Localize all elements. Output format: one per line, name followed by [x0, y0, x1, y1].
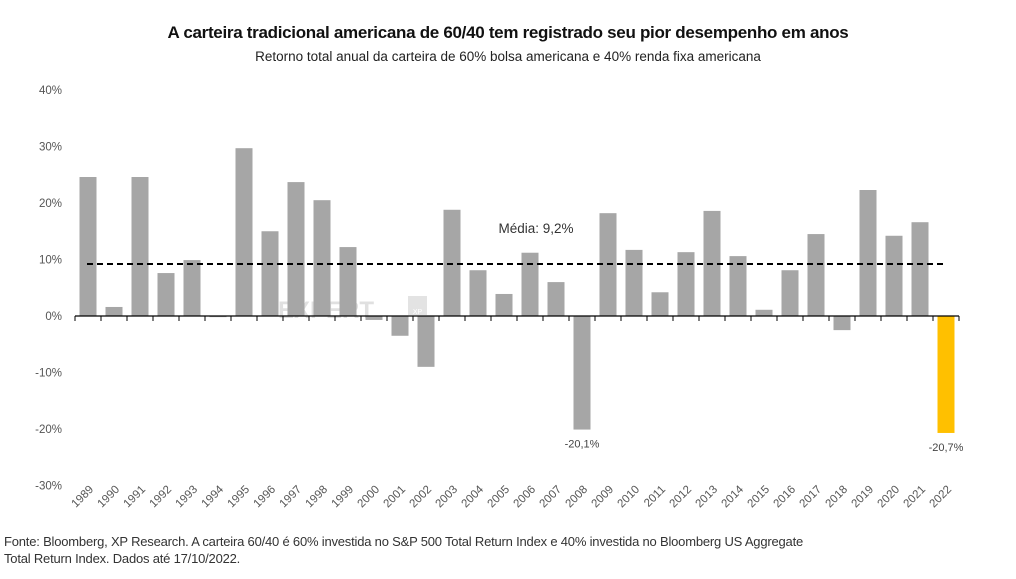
x-tick-label: 2004 [460, 483, 487, 510]
y-tick-label: 40% [39, 85, 62, 97]
x-tick-label: 2007 [538, 484, 565, 511]
x-tick-label: 2019 [850, 484, 877, 511]
bar-2021 [911, 222, 929, 316]
x-tick-label: 2001 [382, 484, 409, 511]
bar-1999 [339, 247, 357, 316]
x-tick-label: 1998 [304, 484, 331, 511]
footnote-line-1: Fonte: Bloomberg, XP Research. A carteir… [4, 534, 804, 549]
bar-2007 [547, 282, 565, 316]
chart-subtitle: Retorno total anual da carteira de 60% b… [255, 49, 761, 64]
y-tick-label: -10% [35, 368, 62, 380]
bar-1992 [157, 273, 175, 316]
bar-2016 [781, 270, 799, 316]
bar-2014 [729, 256, 747, 316]
bars [79, 148, 955, 433]
bar-1996 [261, 231, 279, 316]
x-tick-label: 2010 [616, 484, 643, 511]
bar-1991 [131, 177, 149, 316]
bar-1989 [79, 177, 97, 316]
x-tick-label: 2017 [798, 484, 825, 511]
x-tick-label: 2009 [590, 484, 617, 511]
bar-2019 [859, 190, 877, 316]
bar-2002 [417, 316, 435, 367]
bar-2018 [833, 316, 851, 331]
bar-2010 [625, 249, 643, 316]
y-tick-label: 0% [45, 311, 62, 323]
watermark-logo-text: XP [413, 309, 423, 316]
y-axis: 40% 30% 20% 10% 0% -10% -20% -30% [35, 85, 62, 493]
x-axis: 1989 1990 1991 1992 1993 1994 1995 1996 1997 1998… [70, 315, 960, 511]
x-tick-label: 2015 [746, 484, 773, 511]
mean-line-label: Média: 9,2% [498, 221, 573, 236]
bar-2015 [755, 309, 773, 316]
y-tick-label: -30% [35, 481, 62, 493]
watermark-logo-box [408, 296, 427, 315]
data-labels: -20,1% -20,7% [565, 439, 964, 454]
y-tick-label: 10% [39, 255, 62, 267]
bar-2012 [677, 252, 695, 316]
x-tick-label: 2008 [564, 484, 591, 511]
bar-1993 [183, 260, 201, 316]
bar-2008 [573, 316, 591, 430]
bar-1998 [313, 200, 331, 316]
bar-2003 [443, 209, 461, 316]
footnote-line-2: Total Return Index. Dados até 17/10/2022… [4, 551, 241, 566]
bar-1997 [287, 182, 305, 316]
data-label-2008: -20,1% [565, 439, 600, 451]
x-tick-label: 2012 [668, 484, 695, 511]
x-tick-label: 2022 [928, 484, 955, 511]
x-tick-label: 1999 [330, 484, 357, 511]
x-tick-label: 1989 [70, 484, 97, 511]
bar-highlight-2022 [937, 316, 955, 433]
x-tick-label: 1997 [278, 484, 305, 511]
x-tick-label: 2014 [720, 483, 747, 510]
bar-2017 [807, 234, 825, 316]
x-tick-label: 1993 [174, 484, 201, 511]
y-tick-label: 30% [39, 142, 62, 154]
y-tick-label: 20% [39, 198, 62, 210]
data-label-2022: -20,7% [929, 442, 964, 454]
bar-2004 [469, 270, 487, 316]
x-tick-label: 2006 [512, 484, 539, 511]
bar-2011 [651, 292, 669, 316]
chart-title: A carteira tradicional americana de 60/4… [167, 23, 849, 42]
x-tick-label: 2011 [642, 484, 668, 510]
bar-2006 [521, 252, 539, 316]
bar-1990 [105, 306, 123, 316]
y-tick-label: -20% [35, 424, 62, 436]
bar-2001 [391, 316, 409, 336]
x-tick-label: 1991 [122, 484, 149, 511]
bar-2000 [365, 316, 383, 320]
x-tick-label: 2021 [902, 484, 929, 511]
x-tick-label: 2016 [772, 484, 799, 511]
x-tick-label: 1996 [252, 484, 279, 511]
x-tick-label: 2018 [824, 484, 851, 511]
x-tick-label: 1995 [226, 484, 253, 511]
source-footnote: Fonte: Bloomberg, XP Research. A carteir… [4, 533, 1014, 567]
x-tick-label: 2005 [486, 484, 513, 511]
x-tick-label: 1994 [200, 483, 227, 510]
bar-1995 [235, 148, 253, 316]
x-tick-label: 2002 [408, 484, 435, 511]
x-tick-label: 2003 [434, 484, 461, 511]
x-tick-label: 2013 [694, 484, 721, 511]
bar-2020 [885, 235, 903, 316]
bar-2005 [495, 293, 513, 316]
x-tick-label: 1992 [148, 484, 175, 511]
x-tick-label: 1990 [96, 484, 123, 511]
x-tick-label: 2000 [356, 484, 383, 511]
x-tick-label: 2020 [876, 484, 903, 511]
mean-line-group: Média: 9,2% [87, 221, 947, 266]
